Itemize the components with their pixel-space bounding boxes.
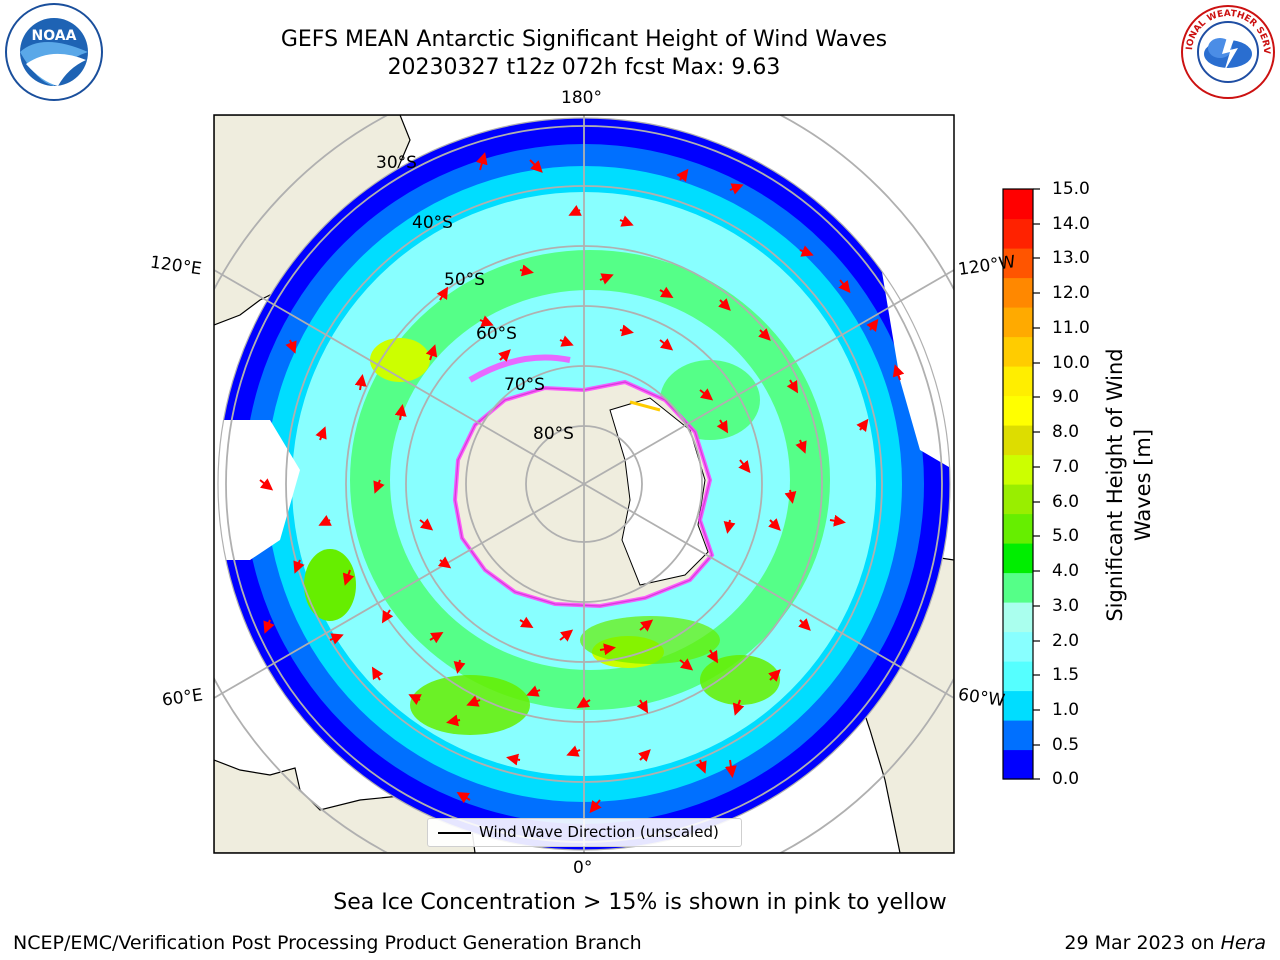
colorbar-border [1002, 188, 1034, 780]
lat-label-40s: 40°S [412, 213, 453, 233]
map-border [213, 114, 955, 854]
footer-credit: NCEP/EMC/Verification Post Processing Pr… [13, 932, 642, 954]
colorbar-tick: 10.0 [1052, 353, 1090, 373]
colorbar-tick: 13.0 [1052, 248, 1090, 268]
colorbar-tick: 1.0 [1052, 700, 1080, 720]
colorbar-label-line-1: Significant Height of Wind [1103, 348, 1127, 622]
noaa-logo-icon: NOAA [2, 2, 106, 106]
lat-label-30s: 30°S [376, 153, 417, 173]
colorbar-tick: 4.0 [1052, 561, 1080, 581]
chart-title: GEFS MEAN Antarctic Significant Height o… [230, 26, 938, 82]
colorbar-tick: 12.0 [1052, 283, 1090, 303]
colorbar-tick: 7.0 [1052, 457, 1080, 477]
map-frame [214, 115, 954, 853]
sea-ice-note: Sea Ice Concentration > 15% is shown in … [333, 890, 947, 915]
colorbar-segment [1003, 189, 1033, 220]
colorbar-tick: 0.5 [1052, 735, 1080, 755]
footer-date: 29 Mar 2023 on Hera [1064, 932, 1266, 954]
lat-label-60s: 60°S [476, 324, 517, 344]
footer-host: Hera [1220, 932, 1266, 954]
footer-date-text: 29 Mar 2023 on [1064, 932, 1221, 954]
wave-direction-arrows [259, 152, 905, 814]
colorbar-tick: 3.0 [1052, 596, 1080, 616]
colorbar-segment [1003, 248, 1033, 279]
colorbar-segment [1003, 336, 1033, 367]
colorbar-segment [1003, 602, 1033, 633]
colorbar-label-line-2: Waves [m] [1131, 428, 1155, 542]
lat-label-70s: 70°S [504, 375, 545, 395]
colorbar-segment [1003, 690, 1033, 721]
colorbar-segment [1003, 631, 1033, 662]
colorbar-tick: 14.0 [1052, 214, 1090, 234]
colorbar-segment [1003, 572, 1033, 603]
colorbar-tick: 15.0 [1052, 179, 1090, 199]
colorbar-segment [1003, 454, 1033, 485]
colorbar [1003, 189, 1033, 780]
colorbar-tick: 11.0 [1052, 318, 1090, 338]
graticule [214, 115, 954, 853]
colorbar-segment [1003, 720, 1033, 751]
colorbar-tick-marks [1033, 188, 1040, 780]
colorbar-segment [1003, 395, 1033, 426]
colorbar-segment [1003, 543, 1033, 574]
colorbar-tick: 0.0 [1052, 769, 1080, 789]
svg-text:NOAA: NOAA [32, 28, 77, 44]
title-line-1: GEFS MEAN Antarctic Significant Height o… [280, 27, 888, 52]
colorbar-segment [1003, 749, 1033, 780]
colorbar-tick: 8.0 [1052, 422, 1080, 442]
colorbar-tick: 1.5 [1052, 665, 1080, 685]
legend-line-icon [438, 832, 471, 834]
colorbar-tick: 2.0 [1052, 631, 1080, 651]
colorbar-segment [1003, 218, 1033, 249]
colorbar-label: Significant Height of Wind Waves [m] [1101, 325, 1157, 645]
colorbar-segment [1003, 484, 1033, 515]
colorbar-segment [1003, 425, 1033, 456]
colorbar-segment [1003, 513, 1033, 544]
lat-label-80s: 80°S [533, 424, 574, 444]
colorbar-segment [1003, 307, 1033, 338]
lat-label-50s: 50°S [444, 270, 485, 290]
map-legend: Wind Wave Direction (unscaled) [427, 818, 742, 847]
colorbar-segment [1003, 661, 1033, 692]
nws-logo-icon: NATIONAL WEATHER SERVICE [1174, 0, 1278, 106]
lon-label-180: 180° [561, 88, 602, 108]
colorbar-segment [1003, 277, 1033, 308]
colorbar-segment [1003, 366, 1033, 397]
colorbar-tick: 9.0 [1052, 387, 1080, 407]
colorbar-tick: 6.0 [1052, 492, 1080, 512]
legend-label: Wind Wave Direction (unscaled) [479, 823, 719, 841]
colorbar-tick: 5.0 [1052, 526, 1080, 546]
lon-label-0: 0° [573, 858, 593, 878]
title-line-2: 20230327 t12z 072h fcst Max: 9.63 [387, 55, 781, 80]
